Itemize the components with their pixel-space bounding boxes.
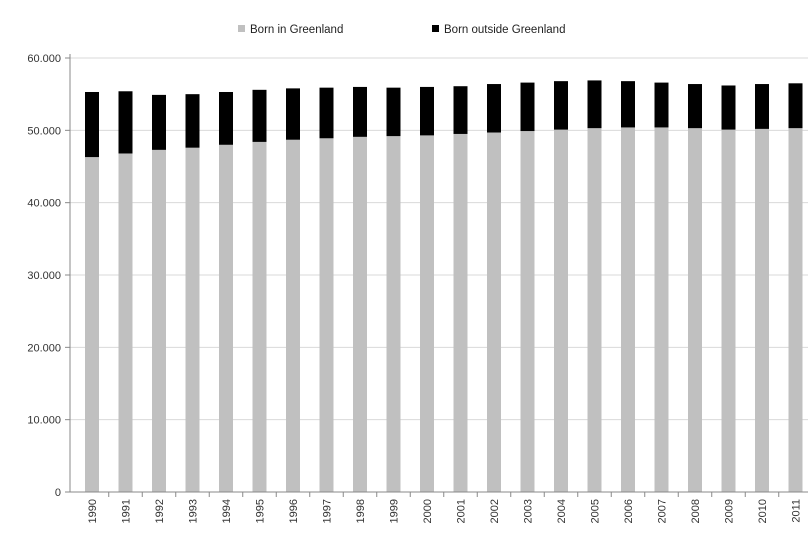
legend-swatch-born-in-greenland <box>238 25 245 32</box>
x-tick-label: 2005 <box>590 499 602 523</box>
bars <box>85 80 803 493</box>
bar-born-outside-greenland <box>252 89 267 142</box>
x-tick-label: 2001 <box>456 499 468 523</box>
x-tick-label: 1992 <box>154 499 166 523</box>
x-tick-label: 2003 <box>523 499 535 523</box>
x-tick-label: 2008 <box>690 499 702 523</box>
legend-label: Born outside Greenland <box>444 24 565 36</box>
x-tick-label: 2002 <box>489 499 501 523</box>
bar-born-in-greenland <box>755 128 769 493</box>
x-tick-label: 1990 <box>87 499 99 523</box>
bar-born-in-greenland <box>520 131 535 492</box>
x-tick-label: 2011 <box>791 499 803 523</box>
bar-born-in-greenland <box>788 128 803 492</box>
bar-born-outside-greenland <box>755 84 769 129</box>
bar-born-in-greenland <box>219 144 233 493</box>
bar-born-in-greenland <box>654 127 669 492</box>
x-tick-label: 1996 <box>288 499 300 523</box>
bar-born-in-greenland <box>453 133 468 492</box>
x-tick-label: 2006 <box>623 499 635 523</box>
x-tick-label: 1994 <box>221 499 233 523</box>
x-tick-label: 2010 <box>757 499 769 523</box>
bar-born-outside-greenland <box>185 94 200 148</box>
bar-born-in-greenland <box>252 141 267 492</box>
bar-born-in-greenland <box>319 138 334 493</box>
bar-born-outside-greenland <box>520 82 535 132</box>
axes: 0 10.000 20.000 30.000 40.000 50.000 60.000 199… <box>27 53 808 523</box>
bar-born-in-greenland <box>286 139 300 492</box>
y-tick-label: 40.000 <box>27 198 61 210</box>
y-tick-label: 30.000 <box>27 270 61 282</box>
x-tick-label: 1998 <box>355 499 367 523</box>
bar-born-outside-greenland <box>319 87 334 139</box>
bar-born-outside-greenland <box>152 94 166 150</box>
x-tick-label: 1995 <box>255 499 267 523</box>
bar-born-outside-greenland <box>688 84 702 129</box>
bar-born-outside-greenland <box>453 86 468 134</box>
bar-born-outside-greenland <box>587 80 602 129</box>
bar-born-in-greenland <box>152 149 166 492</box>
bar-born-in-greenland <box>386 136 401 492</box>
x-tick-label: 1999 <box>389 499 401 523</box>
y-tick-label: 50.000 <box>27 125 61 137</box>
bar-born-outside-greenland <box>219 91 233 145</box>
bar-born-in-greenland <box>587 128 602 492</box>
bar-born-in-greenland <box>118 153 133 493</box>
bar-born-outside-greenland <box>654 82 669 128</box>
bar-born-outside-greenland <box>353 86 367 137</box>
bar-born-in-greenland <box>554 129 568 493</box>
x-tick-label: 2009 <box>724 499 736 523</box>
bar-born-outside-greenland <box>386 87 401 137</box>
bar-born-outside-greenland <box>487 84 501 133</box>
x-tick-label: 2004 <box>556 499 568 523</box>
bar-born-outside-greenland <box>118 91 133 154</box>
legend: Born in Greenland Born outside Greenland <box>238 24 565 36</box>
bar-born-in-greenland <box>721 129 736 493</box>
x-tick-label: 1991 <box>121 499 133 523</box>
y-tick-label: 20.000 <box>27 342 61 354</box>
y-tick-label: 10.000 <box>27 415 61 427</box>
bar-born-outside-greenland <box>621 81 635 128</box>
bar-born-in-greenland <box>420 135 434 492</box>
bar-born-outside-greenland <box>85 91 99 158</box>
x-tick-label: 2007 <box>657 499 669 523</box>
legend-label: Born in Greenland <box>250 24 343 36</box>
bar-born-in-greenland <box>621 127 635 492</box>
x-tick-label: 1997 <box>322 499 334 523</box>
y-tick-label: 0 <box>55 487 61 499</box>
bar-born-in-greenland <box>85 157 99 492</box>
bar-born-in-greenland <box>353 136 367 493</box>
bar-born-outside-greenland <box>721 85 736 130</box>
bar-born-in-greenland <box>688 128 702 492</box>
bar-born-outside-greenland <box>420 86 434 136</box>
x-tick-label: 2000 <box>422 499 434 523</box>
bar-born-in-greenland <box>185 147 200 492</box>
bar-born-in-greenland <box>487 132 501 492</box>
legend-swatch-born-outside-greenland <box>432 25 439 32</box>
x-tick-label: 1993 <box>188 499 200 523</box>
bar-born-outside-greenland <box>788 83 803 129</box>
bar-born-outside-greenland <box>286 88 300 140</box>
y-tick-label: 60.000 <box>27 53 61 65</box>
bar-born-outside-greenland <box>554 81 568 130</box>
